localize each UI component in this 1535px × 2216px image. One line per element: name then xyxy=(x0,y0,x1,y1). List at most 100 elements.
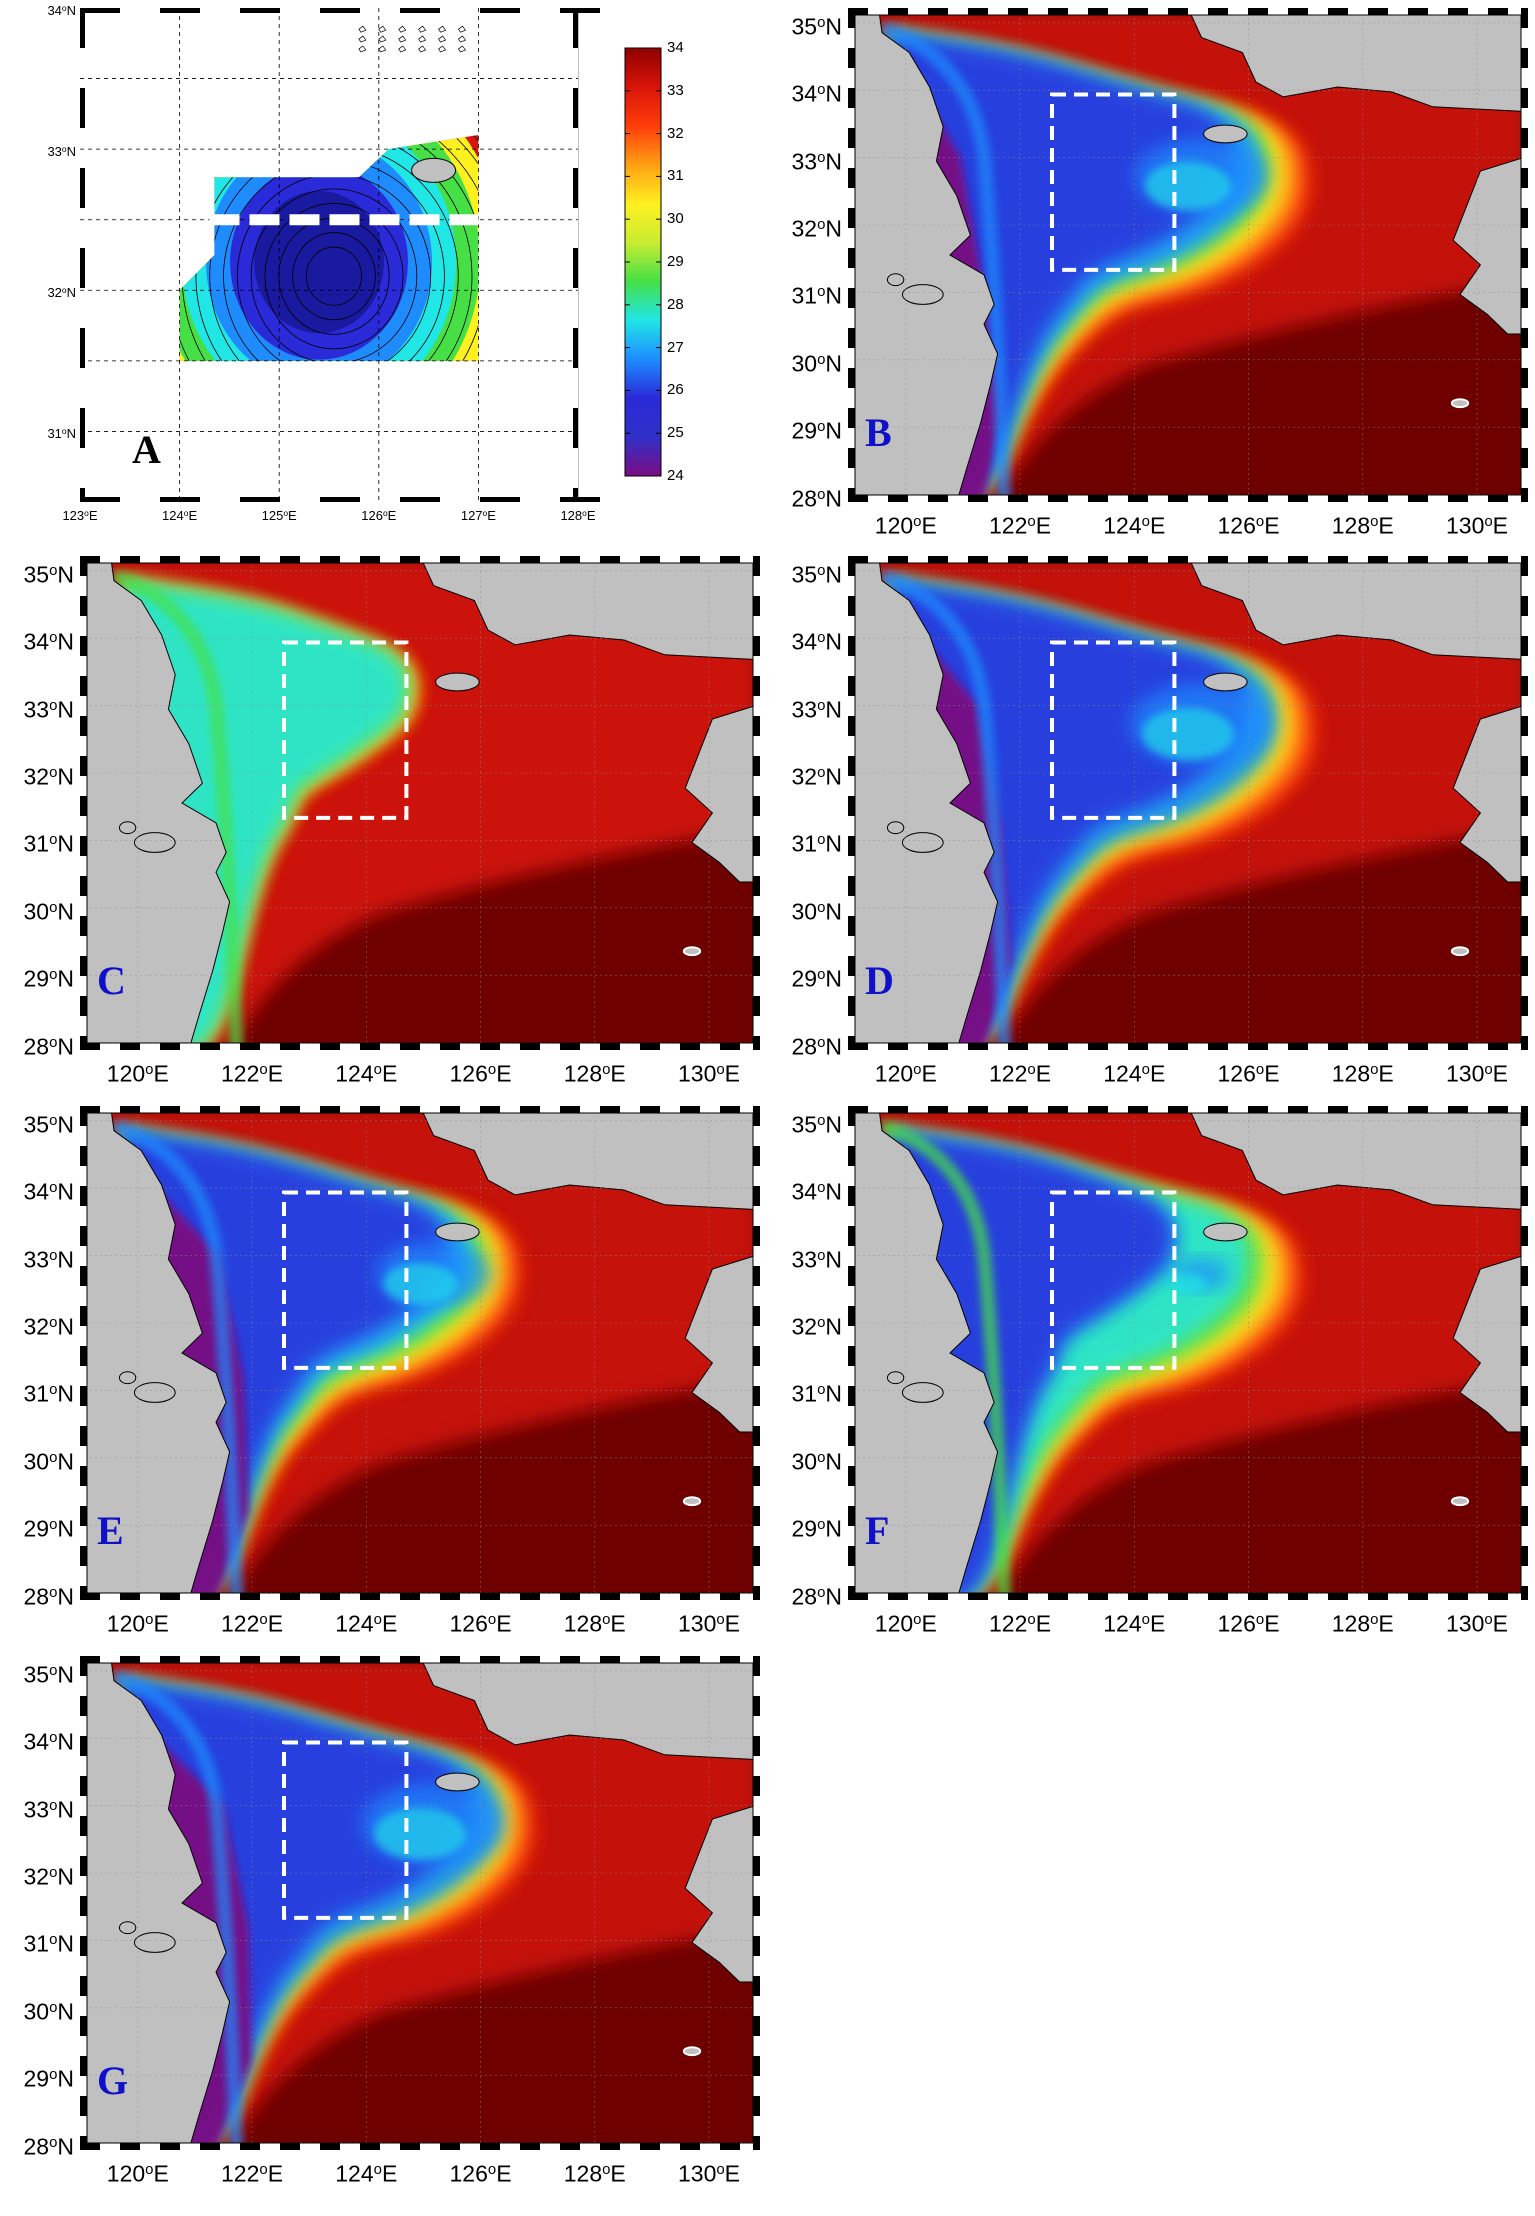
lat-tick-label: 35oN xyxy=(791,11,842,38)
lat-tick-label-hemisphere: N xyxy=(825,1448,842,1475)
lon-tick-label: 126oE xyxy=(443,1608,519,1635)
lon-tick-label-hemisphere: E xyxy=(1035,1610,1052,1637)
lat-tick-label: 31oN xyxy=(23,1928,74,1955)
panel-F: F xyxy=(848,1106,1528,1600)
lon-tick-label-hemisphere: E xyxy=(1149,1060,1166,1087)
lat-tick-label-hemisphere: N xyxy=(825,80,842,107)
lon-tick-label-hemisphere: E xyxy=(1264,1060,1280,1087)
lat-tick-label: 29oN xyxy=(791,1513,842,1540)
lat-tick-label-hemisphere: N xyxy=(57,1863,74,1890)
lon-tick-label-value: 120 xyxy=(874,1060,914,1087)
lat-tick-label-hemisphere: N xyxy=(825,1178,842,1205)
lon-tick-label: 120oE xyxy=(868,1608,944,1635)
lat-tick-label-hemisphere: N xyxy=(825,561,842,588)
lat-tick-label-value: 29 xyxy=(23,1515,50,1542)
lat-tick-label-value: 33 xyxy=(791,148,818,175)
lat-tick-label-hemisphere: N xyxy=(825,13,842,40)
lat-tick-label: 28oN xyxy=(791,483,842,510)
land-island xyxy=(118,1371,137,1385)
lon-tick-label-value: 128 xyxy=(560,508,583,524)
lon-tick-label-degree: o xyxy=(582,508,587,518)
lon-tick-label: 126oE xyxy=(1211,510,1287,537)
lon-tick-label: 130oE xyxy=(1439,1608,1515,1635)
land-island xyxy=(682,2046,702,2057)
lon-tick-label: 130oE xyxy=(1439,1058,1515,1085)
lat-tick-label-value: 31 xyxy=(791,1380,818,1407)
lon-tick-label: 128oE xyxy=(1325,1058,1401,1085)
lat-tick-label-hemisphere: N xyxy=(57,965,74,992)
lat-tick-label-hemisphere: N xyxy=(57,2065,74,2092)
lat-tick-label: 31oN xyxy=(791,828,842,855)
colorbar-tick-label: 25 xyxy=(667,424,684,442)
contour-line xyxy=(292,232,376,321)
lon-tick-label-hemisphere: E xyxy=(586,508,596,524)
lat-tick-label-value: 32 xyxy=(23,763,50,790)
lon-tick-label: 122oE xyxy=(214,1058,290,1085)
lon-tick-label-value: 120 xyxy=(106,2160,146,2187)
lat-tick-label-degree: o xyxy=(61,144,67,155)
lat-tick-label-degree: o xyxy=(49,561,58,579)
lat-tick-label-hemisphere: N xyxy=(57,1448,74,1475)
lon-tick-label-value: 126 xyxy=(449,2160,488,2187)
lat-tick-label-value: 28 xyxy=(791,1583,818,1610)
lat-tick-label-value: 34 xyxy=(791,628,818,655)
lat-tick-label-degree: o xyxy=(49,831,58,849)
land-island xyxy=(682,946,702,957)
lon-tick-label-hemisphere: E xyxy=(188,508,198,524)
contour-line xyxy=(195,135,473,361)
lat-tick-label: 28oN xyxy=(791,1581,842,1608)
lat-tick-label: 32oN xyxy=(47,283,76,300)
land-jeju xyxy=(1203,672,1248,692)
lon-tick-label: 125oE xyxy=(255,506,303,523)
colorbar-tick-label: 34 xyxy=(667,39,684,56)
lat-tick-label-degree: o xyxy=(49,629,58,647)
lat-tick-label-degree: o xyxy=(817,418,826,436)
coastal-strip xyxy=(111,569,244,1050)
lat-tick-label: 34oN xyxy=(23,1726,74,1753)
study-box xyxy=(282,1190,409,1370)
lat-tick-label: 33oN xyxy=(791,1244,842,1271)
lat-tick-label-value: 33 xyxy=(47,144,62,160)
colorbar-tick-label: 28 xyxy=(667,295,684,313)
colorbar-tick-label: 31 xyxy=(667,167,684,185)
lon-tick-label: 124oE xyxy=(328,1608,404,1635)
lat-tick-label-degree: o xyxy=(49,1179,58,1197)
lon-tick-label: 128oE xyxy=(557,1058,633,1085)
lat-tick-label: 29oN xyxy=(791,963,842,990)
lon-tick-label-value: 126 xyxy=(449,1610,488,1637)
lon-tick-label: 128oE xyxy=(1325,1608,1401,1635)
land-jeju xyxy=(435,672,480,692)
land-island xyxy=(1450,946,1470,957)
lon-tick-label-hemisphere: E xyxy=(724,1060,741,1087)
lon-tick-label: 122oE xyxy=(982,510,1058,537)
lon-tick-label-value: 124 xyxy=(335,1610,374,1637)
lat-tick-label: 30oN xyxy=(791,896,842,923)
panel-G: G xyxy=(80,1656,760,2150)
box-cool-core xyxy=(1142,707,1234,760)
lat-tick-label-hemisphere: N xyxy=(57,1728,74,1755)
lon-tick-label-hemisphere: E xyxy=(610,2160,626,2187)
lat-tick-label: 30oN xyxy=(23,1996,74,2023)
land-island xyxy=(886,273,905,287)
lon-tick-label: 128oE xyxy=(557,1608,633,1635)
lon-tick-label: 120oE xyxy=(100,2158,176,2185)
lat-tick-label-hemisphere: N xyxy=(66,426,76,442)
lon-tick-label-value: 120 xyxy=(106,1610,146,1637)
sst-map-D xyxy=(848,556,1528,1050)
lon-tick-label-hemisphere: E xyxy=(921,1610,937,1637)
lat-tick-label: 29oN xyxy=(23,2063,74,2090)
lon-tick-label-hemisphere: E xyxy=(610,1060,626,1087)
lon-tick-label-degree: o xyxy=(913,1611,922,1628)
lon-tick-label-degree: o xyxy=(1141,513,1150,530)
sst-map-F xyxy=(848,1106,1528,1600)
lon-tick-label-degree: o xyxy=(259,2161,268,2178)
lon-tick-label-degree: o xyxy=(602,2161,611,2178)
lat-tick-label-hemisphere: N xyxy=(57,1246,74,1273)
panel-C: C xyxy=(80,556,760,1050)
lat-tick-label: 33oN xyxy=(47,142,76,159)
lon-tick-label-value: 128 xyxy=(563,2160,603,2187)
salinity-contour-map xyxy=(80,8,662,502)
study-box xyxy=(1050,640,1177,820)
lon-tick-label: 130oE xyxy=(671,1058,747,1085)
lon-tick-label-value: 130 xyxy=(677,1060,717,1087)
